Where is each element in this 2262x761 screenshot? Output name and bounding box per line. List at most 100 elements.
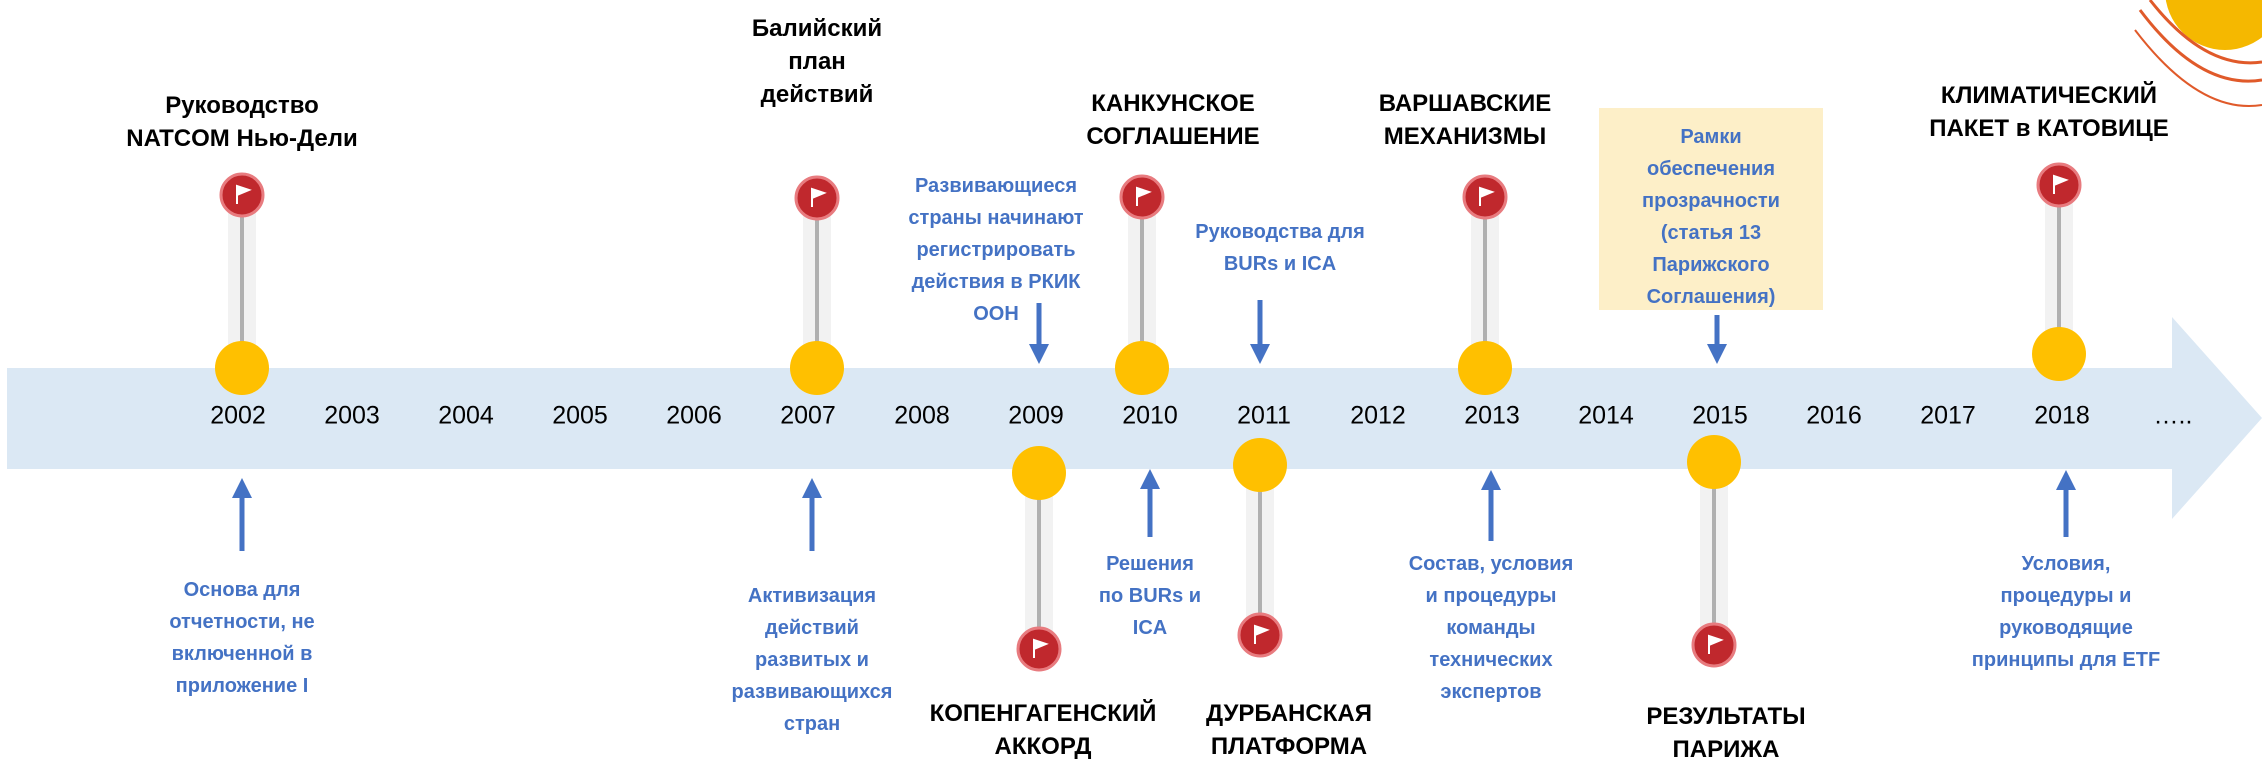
pin-flag: [1018, 628, 1060, 670]
timeline-page: 2002 2003 2004 2005 2006 2007 2008 2009 2010 2011…: [0, 0, 2262, 761]
event-title-line: ПАРИЖА: [1646, 733, 1805, 761]
event-title-line: Балийский: [752, 12, 882, 45]
year-label: 2005: [552, 402, 608, 431]
note-text-line: экспертов: [1409, 676, 1574, 708]
note-text-line: Парижского: [1642, 249, 1780, 281]
year-label: 2018: [2034, 402, 2090, 431]
event-title-line: NATCOM Нью-Дели: [126, 122, 358, 155]
note-text-line: прозрачности: [1642, 185, 1780, 217]
pin-flag: [1693, 624, 1735, 666]
event-title-line: план: [752, 45, 882, 78]
note-text-line: Соглашения): [1642, 281, 1780, 313]
year-label: 2007: [780, 402, 836, 431]
note-text-line: Активизация: [732, 580, 893, 612]
pin-flag: [2038, 164, 2080, 206]
event-title-line: ПАКЕТ в КАТОВИЦЕ: [1929, 112, 2169, 145]
note-text-line: отчетности, не: [169, 606, 314, 638]
pin-flag: [1464, 176, 1506, 218]
event-title-line: АККОРД: [930, 730, 1157, 761]
note-text-line: команды: [1409, 612, 1574, 644]
pin-dot: [2032, 327, 2086, 381]
note-text-line: стран: [732, 708, 893, 740]
note-text-line: Основа для: [169, 574, 314, 606]
note-text-line: технических: [1409, 644, 1574, 676]
event-title-line: КЛИМАТИЧЕСКИЙ: [1929, 79, 2169, 112]
note-text-line: страны начинают: [908, 202, 1083, 234]
event-title-line: СОГЛАШЕНИЕ: [1086, 120, 1259, 153]
pin-dot: [215, 341, 269, 395]
year-label: 2010: [1122, 402, 1178, 431]
note-text-line: включенной в: [169, 638, 314, 670]
note-text-line: Рамки: [1642, 121, 1780, 153]
note-text-line: регистрировать: [908, 234, 1083, 266]
note-text-line: Состав, условия: [1409, 548, 1574, 580]
note-text-line: обеспечения: [1642, 153, 1780, 185]
note-text-line: Развивающиеся: [908, 170, 1083, 202]
event-title-line: действий: [752, 78, 882, 111]
note-text-line: Решения: [1099, 548, 1201, 580]
year-label: 2013: [1464, 402, 1520, 431]
year-label: 2015: [1692, 402, 1748, 431]
event-title-line: ВАРШАВСКИЕ: [1379, 87, 1552, 120]
year-label: …..: [2154, 402, 2193, 431]
pin-flag: [1121, 176, 1163, 218]
note-text-line: руководящие: [1972, 612, 2160, 644]
pin-dot: [1012, 446, 1066, 500]
event-title-line: Руководство: [126, 89, 358, 122]
pin-flag: [221, 174, 263, 216]
year-label: 2003: [324, 402, 380, 431]
year-label: 2002: [210, 402, 266, 431]
note-text-line: ICA: [1099, 612, 1201, 644]
note-text-line: (статья 13: [1642, 217, 1780, 249]
year-label: 2004: [438, 402, 494, 431]
event-title-line: МЕХАНИЗМЫ: [1379, 120, 1552, 153]
event-title: КОПЕНГАГЕНСКИЙАККОРД: [930, 697, 1157, 761]
note-text: Активизациядействийразвитых иразвивающих…: [732, 580, 893, 740]
note-text-line: и процедуры: [1409, 580, 1574, 612]
note-text-line: по BURs и: [1099, 580, 1201, 612]
note-text-line: приложение I: [169, 670, 314, 702]
note-text-line: Руководства для: [1195, 216, 1365, 248]
year-label: 2012: [1350, 402, 1406, 431]
event-title-line: РЕЗУЛЬТАТЫ: [1646, 700, 1805, 733]
pin-dot: [1233, 438, 1287, 492]
note-text-line: действий: [732, 612, 893, 644]
note-text-line: BURs и ICA: [1195, 248, 1365, 280]
year-label: 2011: [1237, 402, 1291, 431]
pin-dot: [790, 341, 844, 395]
pin-dot: [1458, 341, 1512, 395]
event-title-line: КАНКУНСКОЕ: [1086, 87, 1259, 120]
year-label: 2017: [1920, 402, 1976, 431]
note-text-line: Условия,: [1972, 548, 2160, 580]
pin-dot: [1687, 435, 1741, 489]
pin-flag: [1239, 614, 1281, 656]
year-label: 2016: [1806, 402, 1862, 431]
year-label: 2008: [894, 402, 950, 431]
note-text-line: принципы для ETF: [1972, 644, 2160, 676]
note-text-line: процедуры и: [1972, 580, 2160, 612]
note-text-line: развитых и: [732, 644, 893, 676]
event-title-line: ПЛАТФОРМА: [1206, 730, 1372, 761]
year-label: 2009: [1008, 402, 1064, 431]
pin-flag: [796, 177, 838, 219]
year-label: 2006: [666, 402, 722, 431]
note-text-line: действия в РКИК: [908, 266, 1083, 298]
note-text-line: ООН: [908, 298, 1083, 330]
year-label: 2014: [1578, 402, 1634, 431]
event-title-line: ДУРБАНСКАЯ: [1206, 697, 1372, 730]
event-title-line: КОПЕНГАГЕНСКИЙ: [930, 697, 1157, 730]
